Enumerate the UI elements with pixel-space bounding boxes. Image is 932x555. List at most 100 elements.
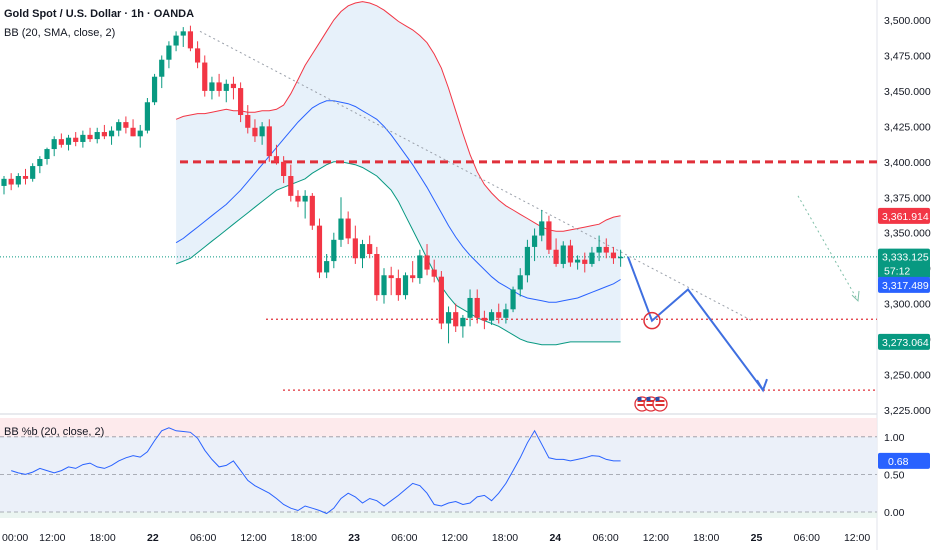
osc-overbought-zone: [0, 418, 877, 437]
candle-body: [173, 35, 179, 46]
lower-band-badge: 3,273.064: [882, 337, 929, 349]
candle-body: [58, 139, 64, 145]
price-tick-label: 3,500.000: [884, 15, 931, 27]
basis-badge-bg: [878, 276, 930, 293]
candle-body: [187, 31, 194, 49]
pullback-circle-marker: [643, 311, 661, 330]
candle-body: [230, 83, 237, 89]
candle-body: [531, 235, 538, 247]
candle-body: [374, 254, 380, 296]
candle-body: [324, 261, 330, 273]
candle-body: [596, 246, 602, 253]
osc-tick-label: 1.00: [884, 432, 905, 444]
candle-body: [288, 176, 294, 196]
candle-body: [438, 276, 444, 324]
countdown-timer: 57:12: [884, 266, 910, 278]
time-tick-label: 06:00: [190, 532, 216, 544]
bb-lower-band: [175, 161, 621, 346]
candle-body: [510, 289, 516, 310]
candle-body: [453, 312, 459, 327]
candle-body: [94, 132, 100, 140]
candle-body: [130, 127, 136, 137]
candle-body: [252, 127, 258, 137]
candle-body: [395, 278, 401, 296]
bb-band-fill: [176, 1, 621, 345]
candle-body: [295, 195, 301, 202]
candle-body: [194, 48, 201, 63]
bb-indicator-label[interactable]: BB (20, SMA, close, 2): [4, 27, 116, 39]
osc-oversold-zone: [0, 511, 877, 518]
candle-body: [80, 134, 86, 142]
time-tick-label: 06:00: [391, 532, 417, 544]
time-tick-label: 23: [348, 532, 360, 544]
price-tick-label: 3,450.000: [884, 86, 931, 98]
time-tick-label: 18:00: [492, 532, 518, 544]
bb-percent-label[interactable]: BB %b (20, close, 2): [4, 426, 105, 438]
candle-body: [539, 221, 545, 236]
time-tick-label: 25: [751, 532, 763, 544]
osc-tick-label: 0.00: [884, 507, 905, 519]
candle-body: [37, 158, 43, 167]
last-price-badge: 3,333.125: [882, 252, 929, 264]
bb-basis-line: [175, 100, 621, 303]
time-tick-label: 12:00: [643, 532, 669, 544]
candle-body: [524, 246, 531, 276]
time-tick-label: 12:00: [844, 532, 870, 544]
time-tick-label: 18:00: [89, 532, 115, 544]
time-tick-label: 18:00: [291, 532, 317, 544]
time-tick-label: 22: [147, 532, 159, 544]
time-tick-label: 00:00: [2, 532, 28, 544]
price-tick-label: 3,475.000: [884, 50, 931, 62]
candle-body: [316, 225, 323, 273]
candle-body: [367, 244, 373, 254]
candle-body: [481, 317, 487, 321]
price-tick-label: 3,425.000: [884, 121, 931, 133]
candle-body: [137, 130, 143, 137]
symbol-title[interactable]: Gold Spot / U.S. Dollar · 1h · OANDA: [4, 8, 195, 20]
candle-body: [567, 245, 574, 263]
upper-band-badge-bg: [878, 207, 930, 224]
candle-body: [223, 83, 229, 91]
candle-body: [266, 126, 272, 157]
candle-body: [352, 238, 358, 259]
basis-badge: 3,317.489: [882, 280, 929, 292]
candle-body: [345, 218, 351, 239]
candle-body: [467, 297, 473, 318]
candle-body: [589, 252, 595, 264]
candle-body: [424, 255, 430, 270]
time-tick-label: 24: [549, 532, 561, 544]
candle-body: [388, 275, 394, 279]
candle-body: [202, 62, 208, 91]
candle-body: [51, 139, 57, 150]
candle-body: [151, 76, 158, 103]
upper-band-badge: 3,361.914: [882, 211, 929, 223]
candle-body: [144, 102, 150, 131]
projection-dotted-arrow: [797, 195, 859, 302]
projection-path: [627, 256, 764, 391]
candle-body: [381, 275, 387, 296]
time-tick-label: 12:00: [39, 532, 65, 544]
candle-body: [1, 178, 7, 186]
candle-body: [73, 137, 79, 142]
candle-body: [560, 245, 566, 264]
last-price-badge-bg: [878, 248, 930, 279]
candle-body: [302, 195, 308, 202]
projection-dotted-arrowhead: [851, 290, 860, 302]
price-tick-label: 3,225.000: [884, 405, 931, 417]
candle-body: [209, 82, 215, 91]
candle-body: [116, 122, 122, 131]
candle-body: [359, 244, 366, 259]
projection-arrowhead: [756, 378, 768, 393]
candle-body: [238, 88, 244, 116]
candle-body: [546, 221, 552, 250]
candle-body: [488, 312, 495, 321]
price-tick-label: 3,400.000: [884, 157, 931, 169]
candle-body: [575, 259, 581, 263]
candle-body: [123, 122, 129, 128]
lower-band-badge-bg: [878, 333, 930, 350]
candle-body: [417, 255, 423, 279]
candle-body: [87, 134, 93, 140]
candle-body: [460, 317, 466, 327]
